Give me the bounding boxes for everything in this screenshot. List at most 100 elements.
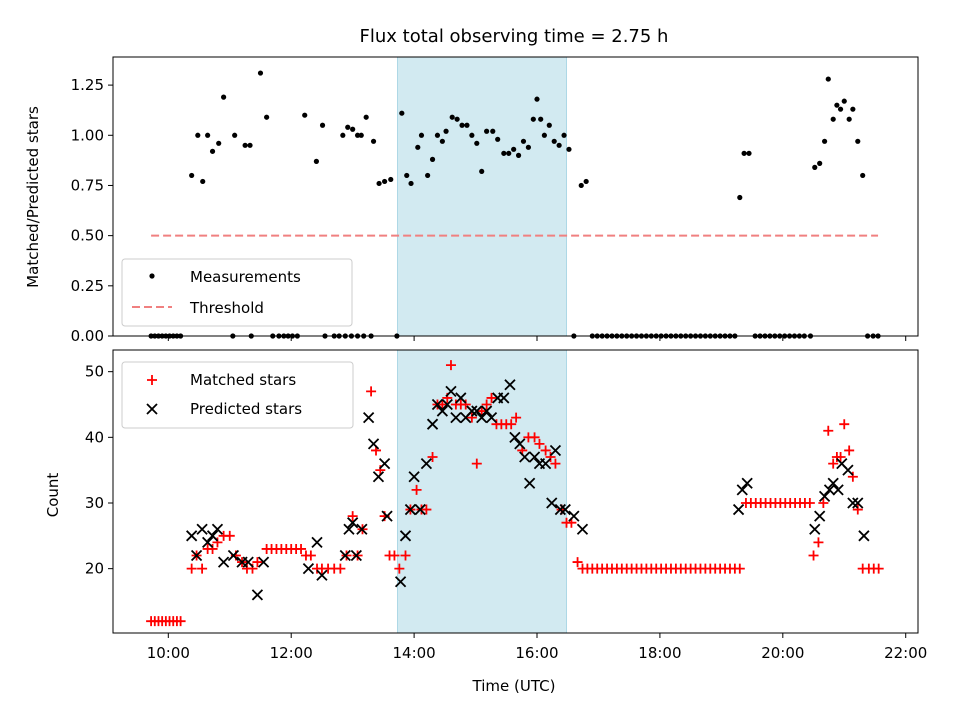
- measurement-point: [520, 138, 527, 144]
- predicted-point: [847, 497, 859, 509]
- measurement-point: [454, 116, 460, 122]
- predicted-point: [823, 484, 836, 496]
- measurement-point: [200, 178, 206, 185]
- predicted-point: [549, 444, 562, 457]
- predicted-point: [356, 523, 368, 535]
- measurement-point: [363, 114, 369, 120]
- predicted-point: [466, 405, 478, 417]
- legend-label-measurements: Measurements: [190, 268, 301, 286]
- predicted-point: [408, 471, 420, 483]
- y-axis-label-top: Matched/Predicted stars: [24, 106, 42, 288]
- predicted-point: [809, 523, 821, 535]
- x-tick-label: 20:00: [761, 644, 804, 662]
- y-tick-label: 50: [85, 363, 104, 381]
- measurement-point: [479, 168, 485, 175]
- predicted-point: [539, 457, 552, 470]
- measurement-point: [583, 178, 589, 185]
- measurement-point: [209, 148, 216, 154]
- matched-point: [471, 458, 482, 469]
- predicted-point: [381, 510, 393, 522]
- matched-point: [839, 419, 850, 430]
- axes-frame: [112, 349, 919, 634]
- x-tick-label: 16:00: [515, 644, 558, 662]
- count-panel: 20 30 40 50 10:00 12:00 14:00 16:00 18:00 20:00 22…: [85, 349, 927, 662]
- x-tick-label: 18:00: [638, 644, 681, 662]
- y-tick-label: 1.25: [71, 76, 104, 94]
- matched-point: [224, 530, 235, 541]
- matched-point: [734, 563, 745, 574]
- matched-point: [252, 557, 263, 568]
- predicted-point: [350, 549, 362, 562]
- y-tick-label: 0.00: [71, 327, 104, 345]
- matched-point: [808, 550, 819, 561]
- predicted-point: [504, 379, 516, 391]
- predicted-point: [399, 530, 412, 542]
- matched-point: [873, 563, 884, 574]
- measurement-point: [812, 164, 818, 170]
- predicted-point: [858, 530, 870, 542]
- measurement-point: [551, 138, 557, 144]
- measurement-point: [358, 132, 364, 138]
- measurement-point: [216, 140, 222, 146]
- predicted-point: [509, 431, 521, 443]
- chart-title: Flux total observing time = 2.75 h: [360, 26, 669, 47]
- predicted-point: [450, 411, 462, 424]
- axes-frame: [112, 56, 919, 337]
- predicted-point: [455, 392, 467, 404]
- predicted-point: [568, 510, 580, 522]
- predicted-point: [257, 556, 270, 568]
- measurement-point: [821, 138, 828, 144]
- measurement-point: [302, 112, 308, 118]
- measurement-point: [232, 132, 238, 138]
- measurement-point: [538, 116, 544, 122]
- predicted-point: [367, 438, 380, 450]
- legend-marker-predicted: [146, 403, 158, 415]
- measurement-point: [195, 132, 201, 138]
- predicted-point: [476, 411, 488, 424]
- legend-label-predicted: Predicted stars: [190, 400, 302, 418]
- measurement-point: [408, 180, 414, 187]
- measurement-point: [313, 158, 320, 164]
- matched-point: [529, 432, 540, 443]
- matched-point: [511, 412, 522, 423]
- measurement-point: [425, 172, 431, 179]
- predicted-point: [559, 503, 571, 516]
- measurement-point: [443, 128, 449, 134]
- measurement-point: [264, 114, 270, 120]
- predicted-point: [546, 497, 558, 509]
- y-axis-label-bottom: Count: [44, 473, 62, 518]
- ratio-panel: 0.00 0.25 0.50 0.75 1.00 1.25 Measurements Thre…: [71, 56, 919, 345]
- measurement-point: [561, 132, 567, 138]
- matched-point: [804, 497, 815, 508]
- predicted-point: [523, 477, 536, 489]
- predicted-point: [471, 405, 483, 417]
- predicted-point: [842, 464, 854, 476]
- measurement-point: [418, 132, 425, 138]
- matched-point: [427, 452, 438, 463]
- matched-point: [175, 616, 186, 627]
- measurement-point: [350, 126, 356, 132]
- measurement-point: [855, 138, 861, 144]
- predicted-point: [732, 503, 745, 516]
- measurement-point: [846, 116, 852, 122]
- y-tick-label: 20: [85, 560, 104, 578]
- measurement-point: [459, 122, 465, 128]
- measurement-point: [566, 146, 572, 152]
- predicted-point: [201, 536, 214, 549]
- observing-span: [397, 56, 568, 337]
- legend-box: [121, 258, 353, 327]
- predicted-point: [554, 503, 566, 516]
- measurement-point: [850, 106, 856, 112]
- legend-label-threshold: Threshold: [189, 299, 264, 317]
- measurement-point: [530, 116, 536, 122]
- predicted-point: [818, 490, 831, 503]
- predicted-point: [441, 398, 453, 411]
- predicted-point: [190, 549, 203, 562]
- matched-point: [823, 425, 834, 436]
- matched-point: [550, 458, 561, 469]
- measurement-point: [429, 156, 436, 162]
- predicted-point: [414, 503, 426, 516]
- measurement-point: [546, 122, 552, 128]
- matched-point: [186, 563, 197, 574]
- matched-point: [366, 386, 377, 397]
